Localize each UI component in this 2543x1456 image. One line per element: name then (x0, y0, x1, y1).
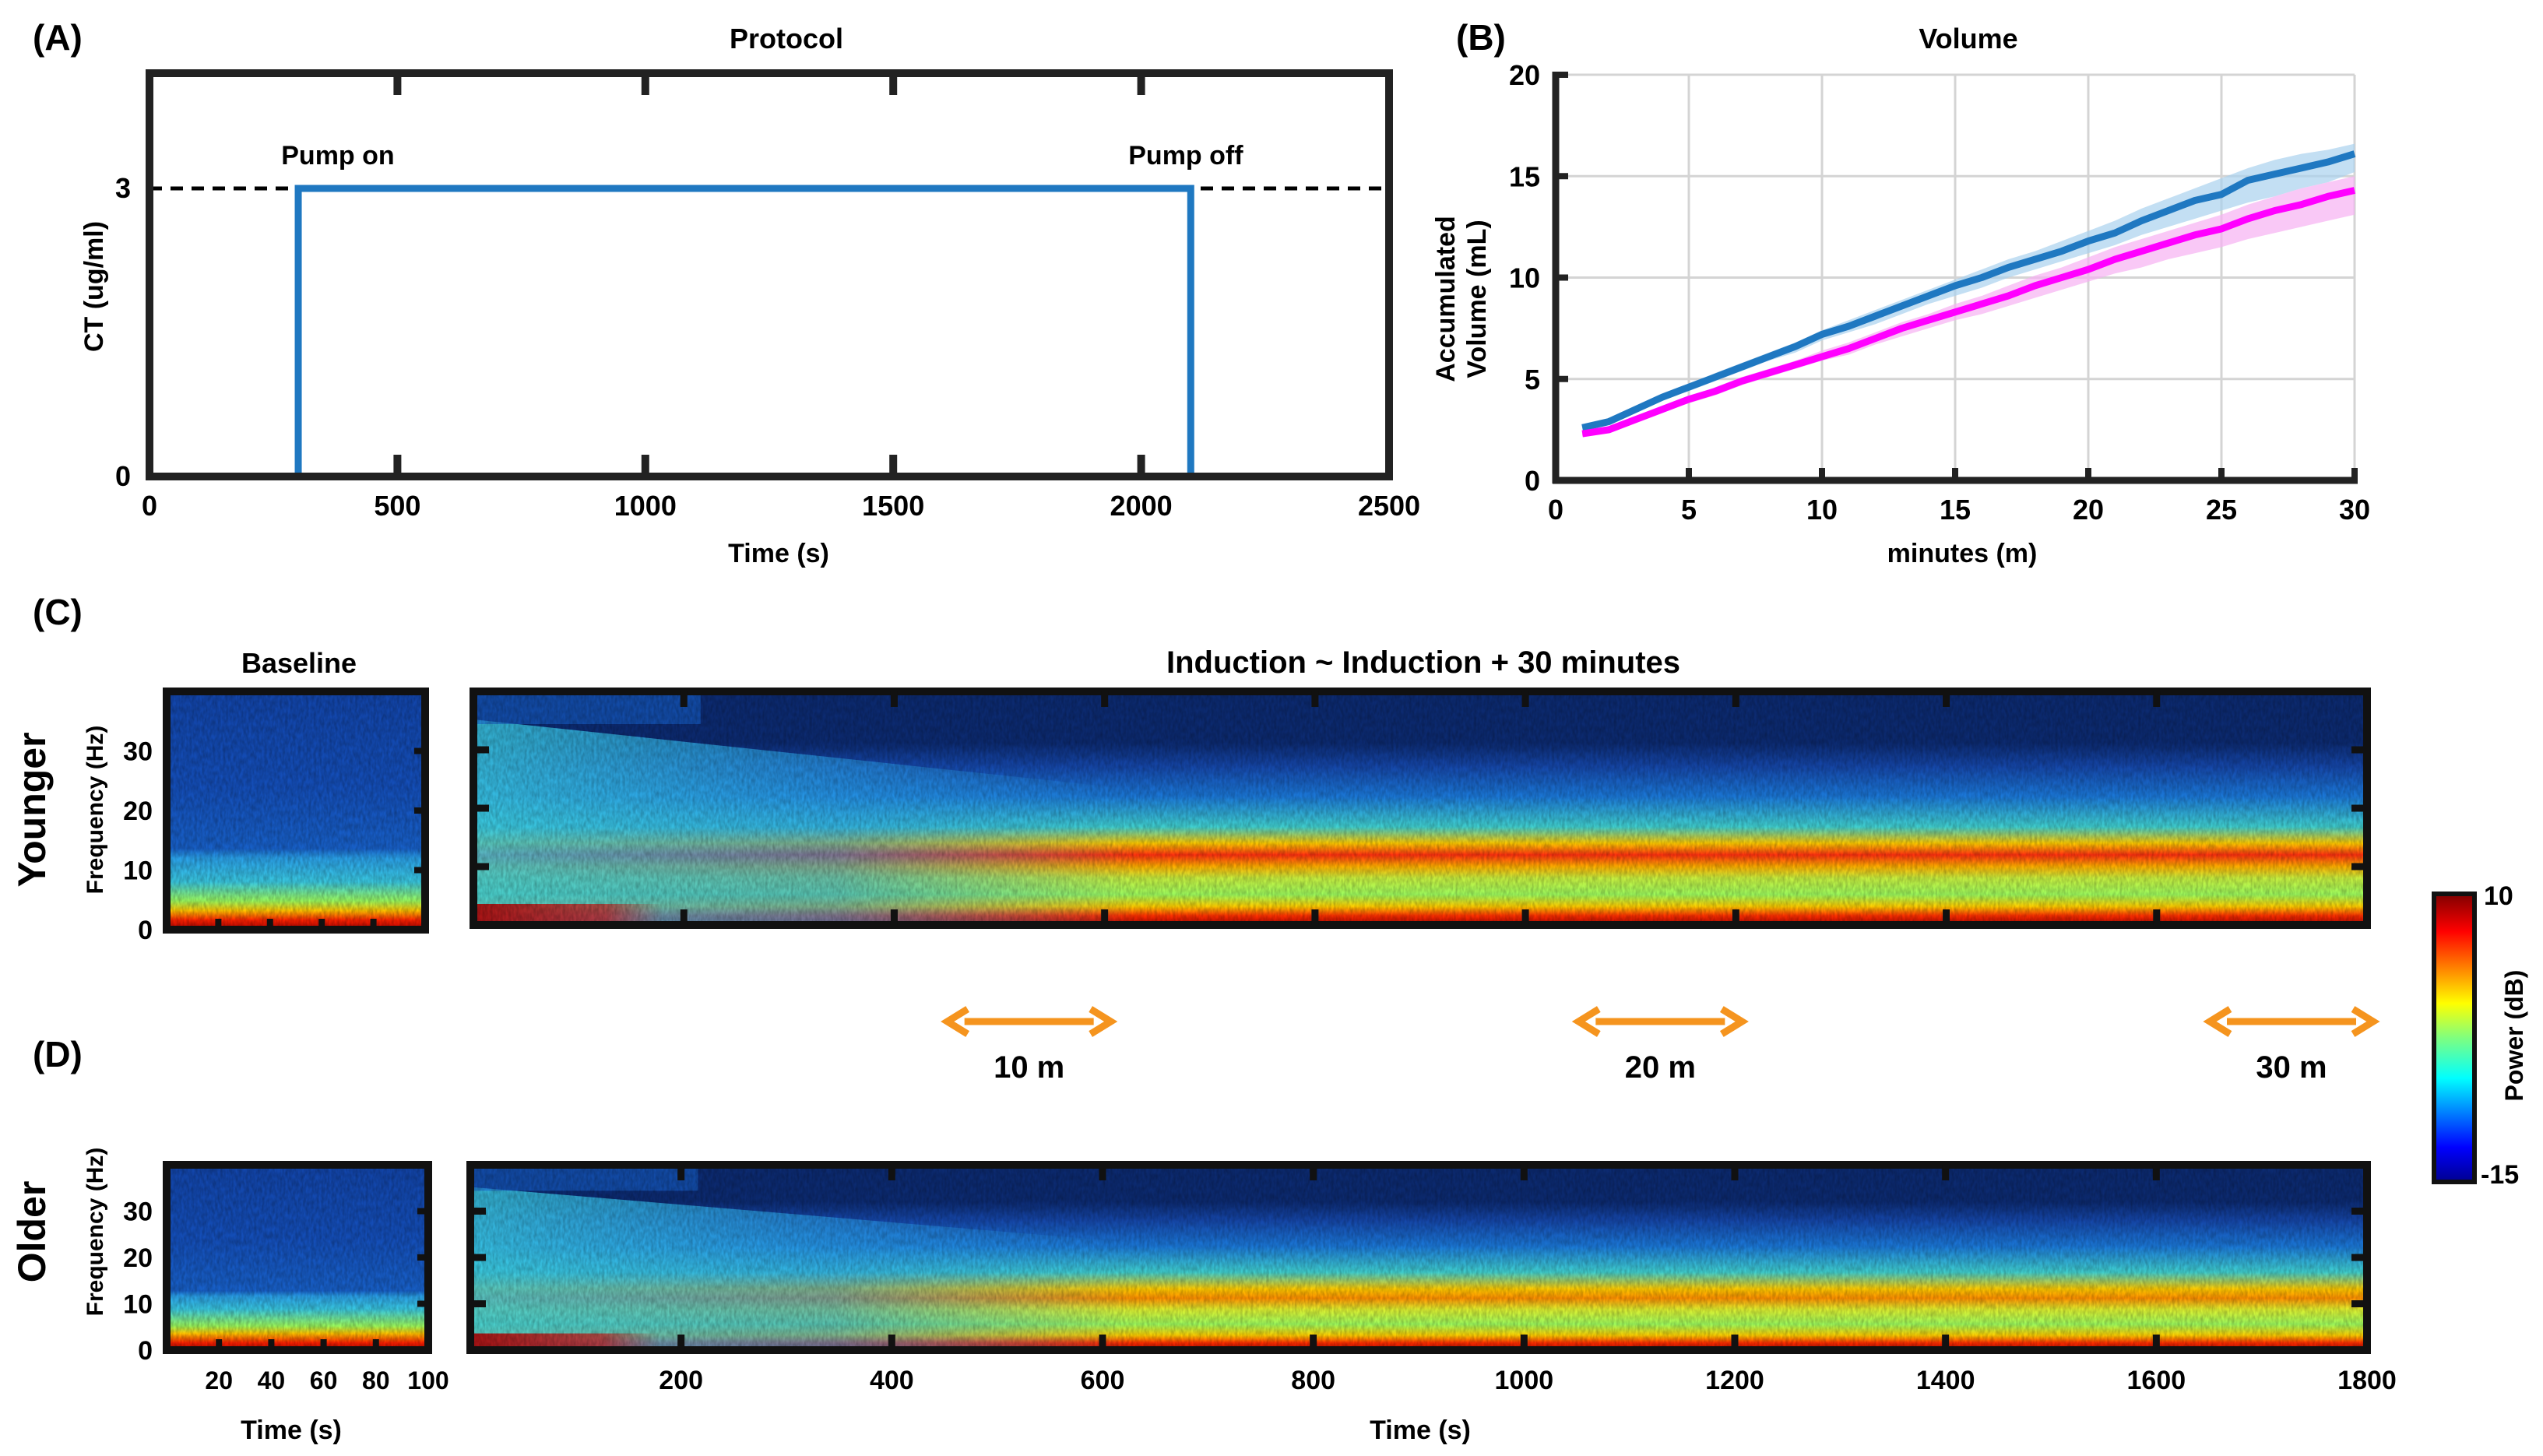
frequency-tick-label: 10 (123, 856, 153, 886)
interval-marker-label: 30 m (2256, 1050, 2327, 1085)
interval-marker: 20 m (1571, 1006, 1749, 1085)
interval-marker: 30 m (2203, 1006, 2380, 1085)
spectrogram-row-younger: 0 10 20 30 (123, 688, 2371, 945)
interval-marker-label: 10 m (994, 1050, 1064, 1085)
frequency-tick-label: 0 (138, 1336, 153, 1366)
protocol-x-tick-label: 0 (142, 490, 157, 522)
volume-x-tick-label: 25 (2206, 494, 2237, 526)
colorbar (2432, 892, 2477, 1184)
baseline-title: Baseline (241, 647, 357, 679)
protocol-title: Protocol (730, 23, 843, 55)
frequency-label-older: Frequency (Hz) (83, 1148, 108, 1317)
protocol-x-tick-label: 2500 (1358, 490, 1420, 522)
interval-marker-label: 20 m (1625, 1050, 1696, 1085)
interval-arrow-left-head (2203, 1006, 2232, 1037)
frequency-tick-label: 0 (138, 916, 153, 945)
panel-label-d: (D) (33, 1034, 83, 1074)
volume-y-tick-label: 20 (1509, 59, 1540, 91)
volume-chart: Volume Accumulated Volume (mL) minutes (… (1431, 23, 2370, 568)
induction-x-tick-label: 200 (659, 1366, 703, 1395)
protocol-series-line (149, 185, 1340, 480)
protocol-y-label: CT (ug/ml) (79, 221, 109, 352)
colorbar-label: Power (dB) (2500, 970, 2528, 1102)
protocol-x-tick-label: 500 (374, 490, 420, 522)
induction-x-tick-label: 400 (870, 1366, 914, 1395)
induction-x-tick-label: 800 (1291, 1366, 1335, 1395)
induction-title: Induction ~ Induction + 30 minutes (1166, 645, 1680, 680)
volume-x-tick-label: 5 (1681, 494, 1697, 526)
induction-spectrogram-texture-older (470, 1165, 2367, 1350)
induction-x-label: Time (s) (1370, 1416, 1471, 1445)
panel-label-c: (C) (33, 592, 83, 632)
interval-marker: 10 m (941, 1006, 1118, 1085)
interval-arrow-right-head (1719, 1006, 1749, 1037)
induction-spectrogram-texture-younger (473, 691, 2367, 925)
volume-y-label-line1: Accumulated (1431, 216, 1461, 382)
protocol-x-tick-label: 1500 (862, 490, 924, 522)
volume-x-tick-label: 10 (1806, 494, 1838, 526)
induction-x-tick-label: 1400 (1916, 1366, 1975, 1395)
interval-arrow-right-head (2351, 1006, 2380, 1037)
protocol-x-label: Time (s) (728, 539, 829, 568)
volume-x-tick-label: 30 (2339, 494, 2370, 526)
frequency-tick-label: 30 (123, 1198, 153, 1227)
baseline-x-tick-label: 60 (310, 1366, 338, 1394)
baseline-x-label: Time (s) (241, 1416, 342, 1445)
induction-x-tick-label: 1000 (1495, 1366, 1554, 1395)
protocol-x-tick-label: 1000 (614, 490, 677, 522)
induction-x-tick-label: 600 (1081, 1366, 1125, 1395)
induction-x-tick-label: 1200 (1705, 1366, 1764, 1395)
spectrogram-row-older: 0 10 20 30 20 40 60 80 100 200 400 600 800 1000 1200 14… (123, 1161, 2397, 1395)
protocol-x-tick-label: 2000 (1110, 490, 1173, 522)
volume-y-tick-label: 15 (1509, 160, 1540, 192)
induction-x-tick-label: 1800 (2337, 1366, 2397, 1395)
interval-arrow-right-head (1089, 1006, 1118, 1037)
volume-y-label-line2: Volume (mL) (1462, 220, 1492, 378)
volume-series-line-older (1581, 187, 2356, 438)
protocol-plot-frame (146, 69, 1393, 480)
volume-y-tick-label: 5 (1525, 364, 1540, 396)
panel-label-b: (B) (1456, 17, 1506, 58)
frequency-label-younger: Frequency (Hz) (83, 726, 108, 895)
volume-series-line-younger (1581, 150, 2356, 431)
induction-x-tick-label: 1600 (2127, 1366, 2186, 1395)
volume-y-tick-label: 10 (1509, 262, 1540, 294)
interval-arrow-left-head (941, 1006, 970, 1037)
baseline-spectrogram-texture-younger (167, 691, 425, 930)
group-label-younger: Younger (10, 732, 54, 887)
pump-off-annotation: Pump off (1128, 141, 1243, 171)
volume-x-tick-label: 15 (1940, 494, 1971, 526)
interval-arrow-left-head (1571, 1006, 1601, 1037)
frequency-tick-label: 30 (123, 737, 153, 767)
colorbar-max-label: 10 (2484, 881, 2513, 911)
baseline-x-tick-label: 40 (258, 1366, 286, 1394)
protocol-y-tick-label: 0 (115, 460, 131, 492)
baseline-x-tick-label: 20 (205, 1366, 233, 1394)
volume-x-tick-label: 20 (2073, 494, 2104, 526)
frequency-tick-label: 20 (123, 1243, 153, 1273)
baseline-x-tick-label: 100 (407, 1366, 448, 1394)
frequency-tick-label: 10 (123, 1290, 153, 1320)
baseline-spectrogram-texture-older (167, 1165, 428, 1350)
protocol-y-tick-label: 3 (115, 172, 131, 204)
baseline-x-tick-label: 80 (362, 1366, 390, 1394)
colorbar-min-label: -15 (2481, 1160, 2519, 1190)
volume-x-tick-label: 0 (1548, 494, 1563, 526)
volume-title: Volume (1919, 23, 2017, 55)
protocol-chart: Protocol CT (ug/ml) Time (s) Pump on Pump… (79, 23, 1420, 568)
frequency-tick-label: 20 (123, 797, 153, 826)
volume-x-label: minutes (m) (1887, 539, 2038, 568)
group-label-older: Older (10, 1181, 54, 1283)
pump-on-annotation: Pump on (281, 141, 394, 171)
volume-y-tick-label: 0 (1525, 465, 1540, 497)
panel-label-a: (A) (33, 17, 83, 58)
